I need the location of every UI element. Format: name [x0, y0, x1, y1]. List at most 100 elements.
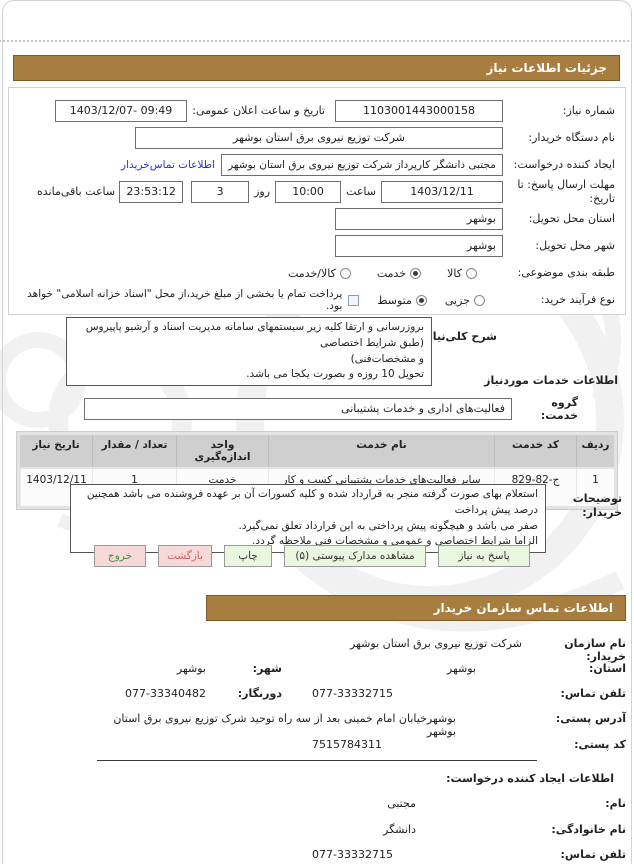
radio-service-label: خدمت	[376, 266, 407, 280]
address-value: بوشهرخیابان امام خمینی بعد از سه راه توح…	[113, 712, 456, 738]
category-label: طبقه بندی موضوعی:	[517, 266, 615, 280]
page-separator	[0, 40, 629, 42]
process-row: نوع فرآیند خرید: جزیی متوسط پرداخت تمام …	[17, 287, 615, 314]
buyer-org-label: نام دستگاه خریدار:	[528, 130, 615, 144]
delivery-city-label: شهر محل تحویل:	[535, 239, 615, 253]
need-info-panel: شماره نیاز: 1103001443000158 تاریخ و ساع…	[8, 87, 626, 315]
radio-goods-service[interactable]: کالا/خدمت	[288, 267, 351, 280]
radio-goods-icon[interactable]	[466, 267, 477, 279]
radio-goods-service-icon[interactable]	[339, 267, 351, 279]
province-label: استان:	[589, 662, 626, 675]
creator-info-heading: اطلاعات ایجاد کننده درخواست:	[446, 772, 614, 785]
view-attachments-button[interactable]: مشاهده مدارک پیوستی (۵)	[284, 545, 426, 567]
radio-goods[interactable]: کالا	[447, 267, 477, 280]
treasury-checkbox-icon[interactable]	[348, 294, 360, 306]
creator-field[interactable]: مجتبی دانشگر کارپرداز شرکت توزیع نیروی ب…	[221, 153, 503, 176]
need-number-field[interactable]: 1103001443000158	[335, 99, 503, 122]
phone-label: تلفن تماس:	[560, 687, 626, 700]
remaining-label: ساعت باقی‌مانده	[37, 185, 116, 199]
section-divider	[97, 760, 537, 761]
service-group-field[interactable]: فعالیت‌های اداری و خدمات پشتیبانی	[84, 398, 512, 420]
need-number-row: شماره نیاز: 1103001443000158 تاریخ و ساع…	[17, 97, 615, 124]
buyer-contact-title-text: اطلاعات تماس سازمان خریدار	[433, 601, 613, 615]
deadline-row: مهلت ارسال پاسخ: تا تاریخ: 1403/12/11 سا…	[17, 178, 615, 206]
radio-service-icon[interactable]	[410, 267, 422, 279]
category-row: طبقه بندی موضوعی: کالا خدمت کالا/خدمت	[17, 260, 615, 287]
announce-label: تاریخ و ساعت اعلان عمومی:	[192, 104, 325, 117]
col-quantity: تعداد / مقدار	[92, 435, 176, 467]
buyer-org-field[interactable]: شرکت توزیع نیروی برق استان بوشهر	[135, 126, 503, 149]
section-title-need-details: جزئیات اطلاعات نیاز	[13, 55, 620, 81]
announce-datetime-field[interactable]: 1403/12/07- 09:49	[55, 99, 187, 122]
city-value: بوشهر	[176, 662, 206, 675]
days-field[interactable]: 3	[191, 180, 250, 203]
fax-label: دورنگار:	[237, 687, 282, 700]
phone-value: 077-33332715	[312, 687, 393, 700]
address-label: آدرس پستی:	[555, 712, 626, 725]
action-buttons: پاسخ به نیاز مشاهده مدارک پیوستی (۵) چاپ…	[94, 545, 530, 567]
province-value: بوشهر	[446, 662, 476, 675]
respond-button[interactable]: پاسخ به نیاز	[438, 545, 530, 567]
radio-goods-label: کالا	[447, 266, 462, 280]
col-unit: واحد اندازه‌گیری	[176, 435, 268, 467]
first-name-value: مجتبی	[387, 797, 416, 810]
buyer-contact-link[interactable]: اطلاعات تماس‌خریدار	[121, 158, 215, 171]
services-heading: اطلاعات خدمات موردنیاز	[484, 374, 618, 387]
radio-service[interactable]: خدمت	[376, 266, 422, 280]
address-row: آدرس پستی: بوشهرخیابان امام خمینی بعد از…	[8, 712, 626, 738]
service-group-row: گروه خدمت: فعالیت‌های اداری و خدمات پشتی…	[84, 396, 578, 422]
deadline-time-field[interactable]: 10:00	[275, 180, 342, 203]
process-label: نوع فرآیند خرید:	[540, 293, 615, 307]
col-service-name: نام خدمت	[268, 435, 494, 467]
fax-value: 077-33340482	[125, 687, 206, 700]
need-description-box[interactable]: بروزرسانی و ارتقا کلیه زیر سیستمهای ساما…	[66, 317, 432, 386]
postal-code-label: کد پستی:	[574, 738, 626, 751]
treasury-checkbox-label: پرداخت تمام یا بخشی از مبلغ خرید،از محل …	[27, 288, 343, 312]
treasury-checkbox-option[interactable]: پرداخت تمام یا بخشی از مبلغ خرید،از محل …	[17, 288, 360, 312]
last-name-label: نام خانوادگی:	[551, 823, 626, 836]
remaining-time-field[interactable]: 23:53:12	[119, 180, 184, 203]
buyer-notes-box[interactable]: استعلام بهای صورت گرفته منجر به قرارداد …	[70, 484, 546, 553]
last-name-value: دانشگر	[383, 823, 416, 836]
col-service-code: کد خدمت	[494, 435, 576, 467]
radio-partial-icon[interactable]	[474, 294, 485, 306]
print-button[interactable]: چاپ	[224, 545, 272, 567]
radio-partial-label: جزیی	[444, 293, 470, 307]
city-label: شهر:	[252, 662, 282, 675]
org-name-label: نام سازمان خریدار:	[564, 637, 626, 663]
first-name-label: نام:	[605, 797, 626, 810]
cell-row-number: 1	[576, 469, 614, 507]
creator-phone-label: تلفن تماس:	[560, 848, 626, 861]
radio-partial[interactable]: جزیی	[445, 294, 485, 307]
service-group-label: گروه خدمت:	[540, 396, 578, 422]
need-number-label: شماره نیاز:	[562, 103, 615, 117]
deadline-date-field[interactable]: 1403/12/11	[381, 180, 503, 203]
province-city-row: استان: بوشهر شهر: بوشهر	[8, 662, 626, 675]
section-title-buyer-contact: اطلاعات تماس سازمان خریدار	[206, 595, 626, 621]
radio-medium[interactable]: متوسط	[377, 294, 427, 307]
first-name-row: نام: مجتبی	[8, 797, 626, 810]
radio-medium-label: متوسط	[377, 293, 412, 307]
org-name-row: نام سازمان خریدار: شرکت توزیع نیروی برق …	[8, 637, 626, 663]
back-button[interactable]: بازگشت	[158, 545, 212, 567]
col-row-number: ردیف	[576, 435, 614, 467]
phone-fax-row: تلفن تماس: 077-33332715 دورنگار: 077-333…	[8, 687, 626, 700]
last-name-row: نام خانوادگی: دانشگر	[8, 823, 626, 836]
buyer-org-row: نام دستگاه خریدار: شرکت توزیع نیروی برق …	[17, 124, 615, 151]
delivery-province-field[interactable]: بوشهر	[335, 208, 503, 230]
postal-code-row: کد پستی: 7515784311	[8, 738, 626, 751]
exit-button[interactable]: خروج	[94, 545, 146, 567]
radio-medium-icon[interactable]	[415, 294, 427, 306]
creator-phone-row: تلفن تماس: 077-33332715	[8, 848, 626, 861]
delivery-province-row: استان محل تحویل: بوشهر	[17, 206, 615, 233]
creator-phone-value: 077-33332715	[312, 848, 393, 861]
section-title-text: جزئیات اطلاعات نیاز	[486, 61, 607, 75]
deadline-label: مهلت ارسال پاسخ: تا تاریخ:	[517, 178, 615, 205]
need-description-label: شرح کلی‌نیاز:	[422, 330, 497, 343]
delivery-province-label: استان محل تحویل:	[528, 212, 615, 226]
postal-code-value: 7515784311	[312, 738, 382, 751]
delivery-city-field[interactable]: بوشهر	[335, 235, 503, 257]
buyer-notes-label: توضیحات خریدار:	[572, 492, 622, 520]
day-label: روز	[254, 185, 271, 199]
col-need-date: تاریخ نیاز	[20, 435, 92, 467]
